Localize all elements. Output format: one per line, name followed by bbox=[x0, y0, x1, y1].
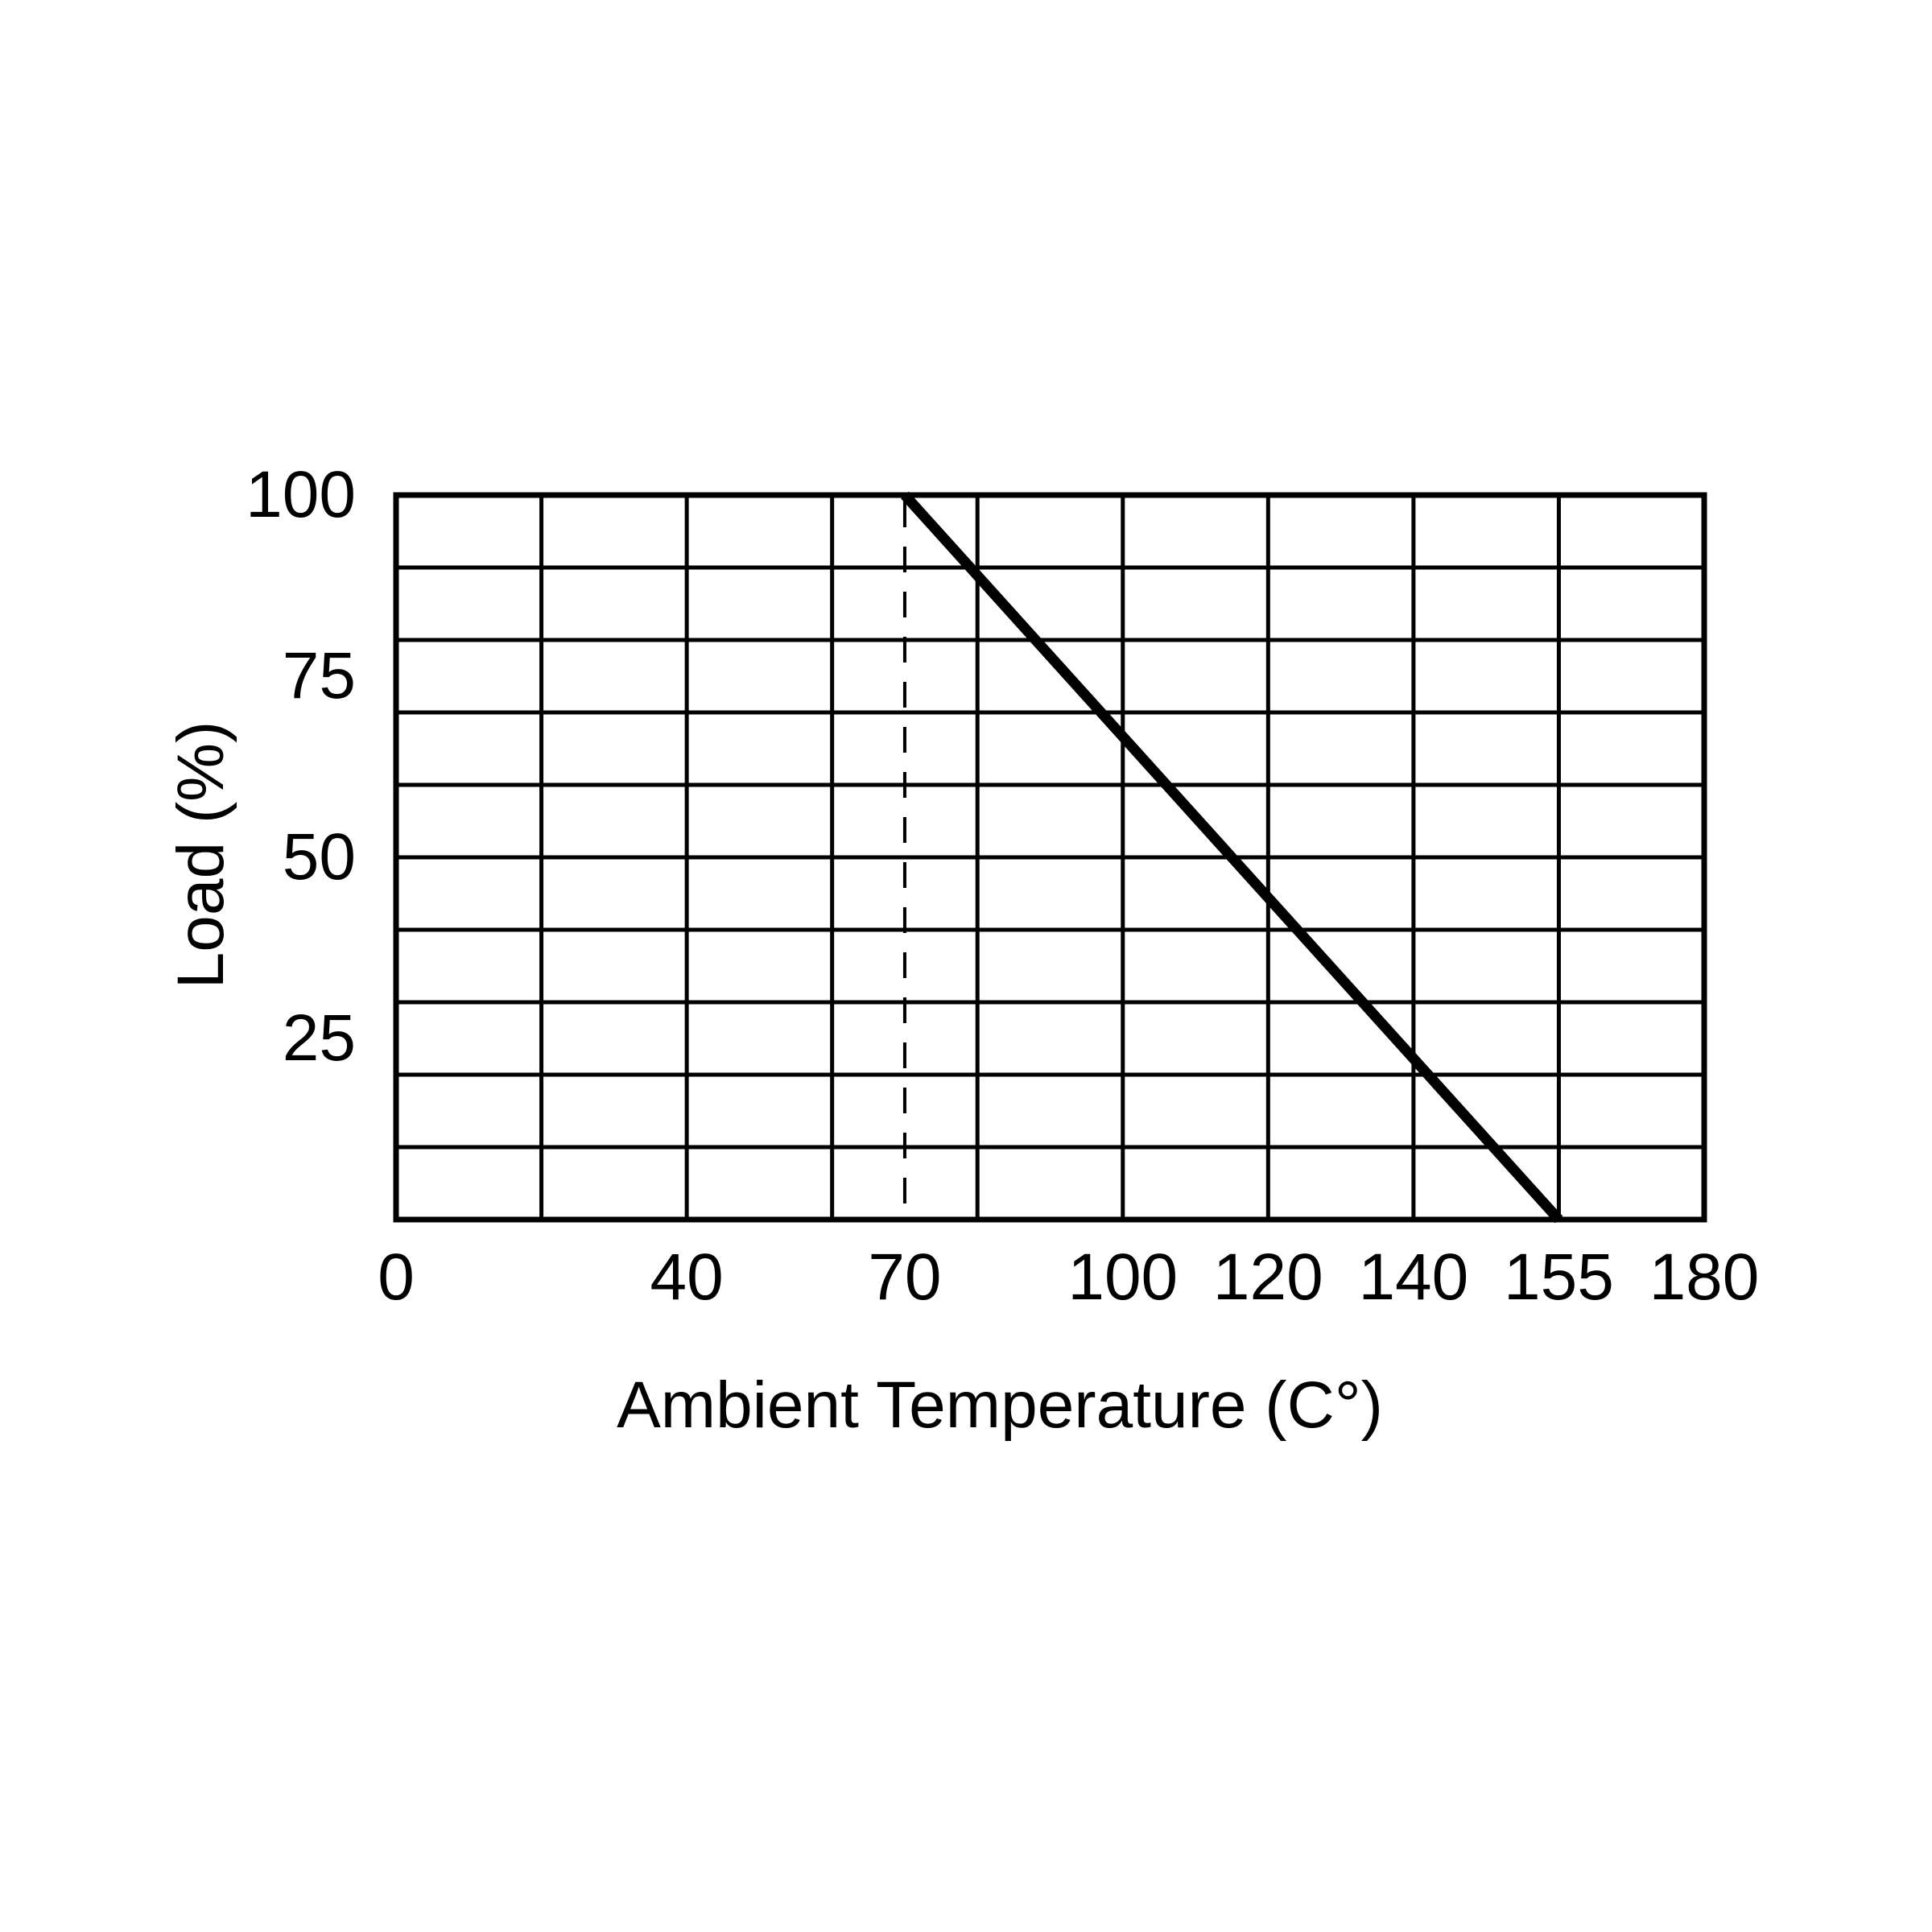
x-axis-title: Ambient Temperature (C°) bbox=[617, 1368, 1383, 1442]
y-tick-label: 75 bbox=[282, 639, 356, 712]
x-tick-label: 155 bbox=[1504, 1241, 1614, 1314]
x-tick-label: 40 bbox=[650, 1241, 724, 1314]
x-tick-label: 70 bbox=[868, 1241, 942, 1314]
y-axis-title: Load (%) bbox=[164, 720, 237, 989]
derating-line bbox=[901, 491, 1563, 1224]
y-tick-label: 50 bbox=[282, 820, 356, 894]
x-tick-label: 120 bbox=[1212, 1241, 1323, 1314]
plot-border bbox=[393, 492, 1707, 1223]
y-tick-label: 100 bbox=[246, 458, 356, 531]
y-tick-label: 25 bbox=[282, 1001, 356, 1075]
x-tick-label: 180 bbox=[1649, 1241, 1760, 1314]
x-tick-label: 140 bbox=[1358, 1241, 1469, 1314]
x-tick-label: 0 bbox=[378, 1241, 415, 1314]
x-tick-label: 100 bbox=[1067, 1241, 1179, 1314]
